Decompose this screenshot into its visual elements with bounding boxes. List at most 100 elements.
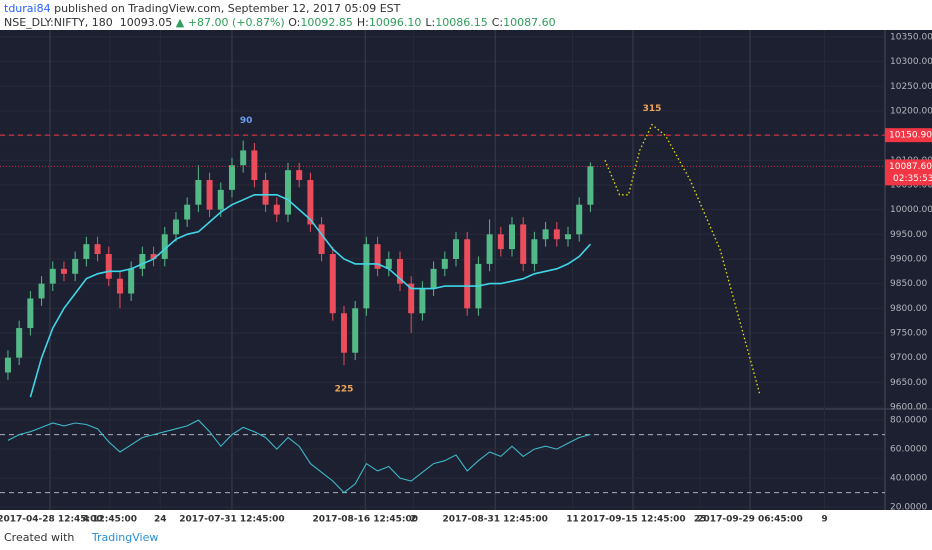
y-tick-label: 9700.00 xyxy=(890,353,927,363)
candle-body xyxy=(565,234,572,240)
publish-line: tdurai84 published on TradingView.com, S… xyxy=(4,2,556,16)
candle-body xyxy=(576,204,583,235)
x-tick-label: 2017-04-28 12:45:00 xyxy=(0,515,103,525)
chart: 9600.00 9650.00 9700.00 9750.00 9800.00 9850.… xyxy=(0,30,932,528)
candle-body xyxy=(251,150,258,181)
x-tick-label: 25 xyxy=(694,515,707,525)
candle-body xyxy=(228,165,235,190)
ohlc-key: C: xyxy=(491,16,504,29)
x-tick-label: 2017-09-29 06:45:00 xyxy=(697,515,802,525)
y-tick-label: 10250.00 xyxy=(890,82,932,92)
annotation: 225 xyxy=(335,385,354,395)
oscillator-line xyxy=(7,419,591,494)
symbol-line: NSE_DLY:NIFTY, 180 10093.05 ▲ +87.00 (+0… xyxy=(4,16,556,30)
candle-body xyxy=(262,180,269,205)
osc-tick-label: 80.0000 xyxy=(890,416,927,426)
created: Created with xyxy=(4,531,75,544)
annotation: 315 xyxy=(643,104,662,114)
marker-label: 10150.90 xyxy=(889,131,932,141)
candle-body xyxy=(419,288,426,314)
oscillator xyxy=(7,419,591,494)
last-price-tag xyxy=(885,159,932,186)
published: published on TradingView.com, September … xyxy=(54,2,401,15)
candle-body xyxy=(273,204,280,215)
candle-body xyxy=(441,258,448,269)
countdown: 02:35:53 xyxy=(893,174,932,184)
ohlc-key: H: xyxy=(356,16,369,29)
candle-body xyxy=(27,298,34,329)
candle-body xyxy=(128,268,135,294)
header: tdurai84 published on TradingView.com, S… xyxy=(4,2,556,30)
candle-body xyxy=(396,258,403,284)
candle-body xyxy=(217,189,224,210)
candle-body xyxy=(94,244,101,255)
candle-body xyxy=(184,204,191,220)
candle-body xyxy=(150,254,157,259)
candle-body xyxy=(587,166,594,205)
change: ▲ +87.00 (+0.87%) xyxy=(175,16,285,29)
ohlc-value: 10087.60 xyxy=(503,16,556,29)
x-tick-label: 2017-07-31 12:45:00 xyxy=(179,515,284,525)
candle-body xyxy=(284,170,291,215)
ohlc: O:10092.85 H:10096.10 L:10086.15 C:10087.60 xyxy=(288,16,555,29)
ohlc-value: 10086.15 xyxy=(435,16,488,29)
y-tick-label: 9650.00 xyxy=(890,378,927,388)
x-tick-label: 2 xyxy=(410,515,416,525)
candle-body xyxy=(206,180,213,210)
candle-body xyxy=(307,180,314,225)
candle-body xyxy=(195,180,202,205)
candle-body xyxy=(531,239,538,264)
candle-body xyxy=(105,254,112,279)
ohlc-value: 10096.10 xyxy=(368,16,422,29)
candle-body xyxy=(520,224,527,264)
y-tick-label: 10050.00 xyxy=(890,180,932,190)
candle-body xyxy=(116,278,123,294)
osc-tick-label: 20.0000 xyxy=(890,503,927,513)
candle-body xyxy=(60,268,67,274)
candle-body xyxy=(408,283,415,314)
candle-body xyxy=(464,239,471,309)
time-axis-background xyxy=(0,510,932,528)
candle-body xyxy=(452,239,459,259)
y-tick-label: 9950.00 xyxy=(890,230,927,240)
last-price-label: 10087.60 xyxy=(889,162,932,172)
symbol: NSE_DLY:NIFTY, 180 xyxy=(4,16,113,29)
candle-body xyxy=(340,313,347,353)
osc-tick-label: 60.0000 xyxy=(890,445,927,455)
y-tick-label: 9600.00 xyxy=(890,403,927,413)
y-tick-label: 10350.00 xyxy=(890,32,932,42)
candle-body xyxy=(83,244,90,259)
candle-body xyxy=(352,308,359,353)
y-tick-label: 10200.00 xyxy=(890,106,932,116)
candle-body xyxy=(16,328,23,358)
candle-body xyxy=(374,244,381,269)
x-tick-label: 24 xyxy=(154,515,167,525)
candle-body xyxy=(72,258,79,274)
candle-body xyxy=(430,268,437,289)
candle-body xyxy=(38,283,45,299)
y-tick-label: 10300.00 xyxy=(890,57,932,67)
y-tick-label: 9800.00 xyxy=(890,304,927,314)
x-tick-label: 2017-08-31 12:45:00 xyxy=(442,515,547,525)
footer: Created with TradingView xyxy=(4,531,158,544)
candle-body xyxy=(49,268,56,284)
marker-tag xyxy=(885,128,932,143)
candle-body xyxy=(240,150,247,166)
ohlc-key: L: xyxy=(425,16,436,29)
ohlc-value: 10092.85 xyxy=(300,16,353,29)
candle-body xyxy=(497,234,504,250)
candle-body xyxy=(553,229,560,240)
ohlc-key: O: xyxy=(288,16,301,29)
x-tick-label: 4 12:45:00 xyxy=(83,515,137,525)
candle-body xyxy=(486,234,493,264)
brand[interactable]: TradingView xyxy=(91,531,159,544)
x-tick-label: 2017-08-16 12:45:00 xyxy=(313,515,418,525)
candle-body xyxy=(509,224,516,250)
candle-body xyxy=(161,234,168,259)
candle-body xyxy=(139,254,146,269)
author[interactable]: tdurai84 xyxy=(4,2,51,15)
y-tick-label: 9750.00 xyxy=(890,328,927,338)
candle-body xyxy=(385,258,392,269)
moving-average xyxy=(29,194,591,398)
